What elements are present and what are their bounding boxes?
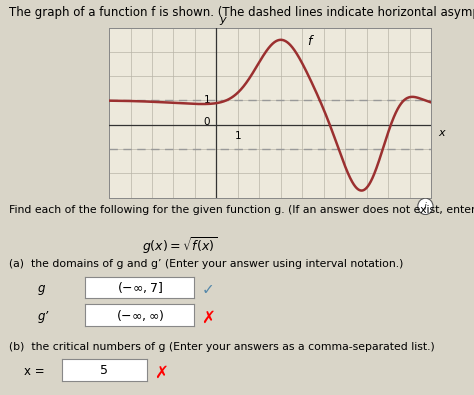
Text: ✓: ✓ — [201, 282, 214, 297]
Text: g’: g’ — [38, 310, 49, 323]
Text: 1: 1 — [235, 131, 241, 141]
Text: x: x — [439, 128, 446, 138]
Text: $g(x) = \sqrt{f(x)}$: $g(x) = \sqrt{f(x)}$ — [142, 235, 217, 256]
Text: (b)  the critical numbers of g (Enter your answers as a comma-separated list.): (b) the critical numbers of g (Enter you… — [9, 342, 435, 352]
Text: 5: 5 — [100, 364, 108, 377]
Text: $(-\infty,7]$: $(-\infty,7]$ — [117, 280, 163, 295]
Text: 0: 0 — [203, 117, 210, 127]
Text: ✗: ✗ — [154, 364, 168, 382]
Text: x =: x = — [24, 365, 45, 378]
Text: The graph of a function f is shown. (The dashed lines indicate horizontal asympt: The graph of a function f is shown. (The… — [9, 6, 474, 19]
Text: $(-\infty,\infty)$: $(-\infty,\infty)$ — [116, 308, 164, 322]
Circle shape — [418, 198, 433, 214]
Text: ✗: ✗ — [201, 309, 215, 327]
Text: (a)  the domains of g and g’ (Enter your answer using interval notation.): (a) the domains of g and g’ (Enter your … — [9, 259, 404, 269]
Text: Find each of the following for the given function g. (If an answer does not exis: Find each of the following for the given… — [9, 205, 474, 215]
Text: y: y — [219, 15, 226, 25]
Text: g: g — [38, 282, 46, 295]
Text: 1: 1 — [203, 96, 210, 105]
Text: f: f — [307, 35, 311, 48]
Text: i: i — [424, 202, 427, 212]
